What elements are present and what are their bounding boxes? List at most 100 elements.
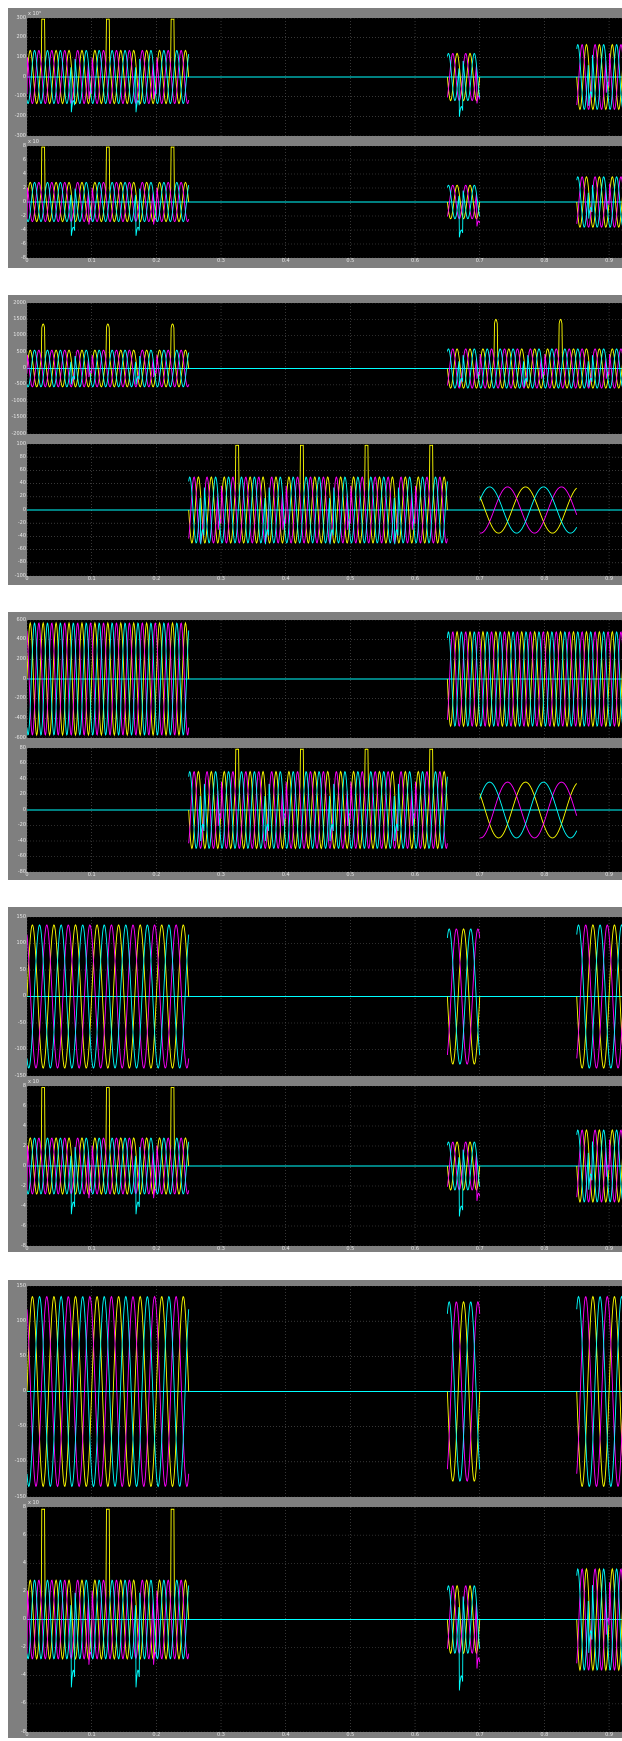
x-tick-label: 0 (25, 872, 29, 878)
series-phase-b-trace (576, 1295, 622, 1488)
y-tick-label: -4 (21, 1202, 26, 1209)
x-tick-label: 0.4 (281, 258, 290, 264)
y-tick-label: -2000 (11, 430, 26, 437)
x-tick-label: 0.3 (217, 1246, 225, 1252)
y-tick-label: -50 (17, 1423, 26, 1430)
series-phase-a-trace (576, 1295, 622, 1488)
series-phase-c-trace (27, 349, 190, 388)
scope-4-upper-svg (27, 917, 622, 1076)
series-phase-c-trace (446, 52, 481, 117)
y-tick-label: 200 (16, 655, 26, 662)
series-phase-c-trace (27, 1295, 190, 1488)
y-tick-label: 100 (16, 1317, 26, 1324)
y-tick-label: 20 (19, 493, 26, 500)
scope-3-lower-plot (27, 748, 622, 872)
y-tick-label: 60 (19, 466, 26, 473)
y-tick-label: 2 (22, 184, 26, 191)
axis-exponent-label: x 10 (28, 1500, 39, 1506)
x-tick-label: 0.1 (87, 872, 96, 878)
x-tick-label: 0.8 (540, 1246, 549, 1252)
y-tick-label: -1500 (11, 414, 26, 421)
scope-5-upper-plot (27, 1286, 622, 1497)
y-tick-label: 0 (22, 506, 26, 513)
series-phase-b-trace (188, 476, 448, 544)
y-tick-label: -100 (14, 572, 26, 579)
series-phase-b-trace (188, 770, 448, 850)
scope-window-2: 2000 1500 1000 500 0 -500 -1000 -1500 -2000 100 80… (8, 295, 622, 585)
y-tick-label: 6 (22, 1531, 26, 1538)
scope-1-upper-plot (27, 18, 622, 136)
y-tick-label: -8 (21, 1242, 26, 1249)
x-tick-label: 0.7 (475, 258, 484, 264)
series-phase-c-trace (446, 1585, 481, 1691)
series-phase-c-trace (27, 1137, 190, 1215)
series-phase-c-trace (27, 49, 190, 113)
y-tick-label: -600 (14, 734, 26, 741)
x-tick-label: 0.5 (346, 872, 355, 878)
y-tick-label: 0 (22, 1162, 26, 1169)
x-tick-label: 0.9 (605, 258, 614, 264)
x-tick-label: 0.9 (605, 1732, 614, 1738)
series-phase-c-trace (576, 1568, 622, 1671)
y-tick-label: -80 (17, 559, 26, 566)
series-phase-c-trace (188, 770, 448, 850)
y-tick-label: -4 (21, 1672, 26, 1679)
axis-exponent-label: x 10³ (28, 11, 41, 17)
scope-4-lower-plot (27, 1086, 622, 1246)
y-tick-label: 0 (22, 806, 26, 813)
scope-2-lower-svg (27, 444, 622, 576)
y-tick-label: 4 (22, 1559, 26, 1566)
y-tick-label: -150 (14, 1493, 26, 1500)
x-tick-label: 0.5 (346, 1732, 355, 1738)
y-tick-label: 0 (22, 993, 26, 999)
series-phase-a-trace (576, 1567, 622, 1672)
scope-window-3: 600 400 200 0 -200 -400 -600 80 60 40 20 0 -20 -40 -60… (8, 612, 622, 880)
scope-5-lower-svg (27, 1507, 622, 1732)
y-tick-label: -20 (17, 822, 26, 828)
x-tick-label: 0.8 (540, 1732, 549, 1738)
x-tick-label: 0 (25, 258, 29, 264)
x-tick-label: 0.6 (411, 872, 420, 878)
scope-3-lower-svg (27, 748, 622, 872)
x-tick-label: 0.1 (87, 1246, 96, 1252)
y-tick-label: -200 (14, 695, 26, 702)
y-tick-label: 150 (16, 1282, 26, 1289)
x-tick-label: 0.3 (217, 258, 225, 264)
x-tick-label: 0.7 (475, 576, 484, 582)
y-tick-label: -200 (14, 112, 26, 119)
y-tick-label: 1500 (13, 315, 26, 322)
series-phase-c-trace (27, 622, 190, 736)
y-tick-label: 0 (22, 675, 26, 682)
y-tick-label: -100 (14, 1046, 26, 1052)
series-phase-a-trace (188, 444, 448, 544)
y-tick-label: -40 (17, 532, 26, 539)
scope-3-upper-svg (27, 620, 622, 738)
x-tick-label: 0 (25, 576, 29, 582)
scope-2-upper-plot (27, 303, 622, 434)
y-tick-label: 0 (22, 198, 26, 205)
scope-window-5: 150 100 50 0 -50 -100 -150 8 6 4 2 0 -2 -4 -6 -8 x 10 0 0.… (8, 1280, 622, 1738)
series-phase-c-trace (446, 348, 622, 389)
y-tick-label: -60 (17, 546, 26, 553)
series-phase-c-trace (446, 928, 481, 1065)
series-phase-a-trace (576, 1129, 622, 1203)
x-tick-label: 0.9 (605, 1246, 614, 1252)
scope-4-lower-svg (27, 1086, 622, 1246)
y-tick-label: 40 (19, 775, 26, 782)
scope-window-4: 150 100 50 0 -50 -100 -150 8 6 4 2 0 -2 -4 -6 -8 x 10 0 0.… (8, 907, 622, 1252)
y-tick-label: 0 (22, 1616, 26, 1622)
x-tick-label: 0.9 (605, 872, 614, 878)
series-phase-c-trace (479, 781, 578, 839)
scope-2-lower-plot (27, 444, 622, 576)
y-tick-label: 50 (19, 966, 26, 973)
x-tick-label: 0.5 (346, 1246, 355, 1252)
x-tick-label: 0.4 (281, 1732, 290, 1738)
y-tick-label: -4 (21, 226, 26, 233)
scope-1-upper-svg (27, 18, 622, 136)
x-tick-label: 0.2 (152, 258, 161, 264)
y-tick-label: 4 (22, 170, 26, 177)
y-tick-label: 500 (16, 348, 26, 355)
y-tick-label: -20 (17, 519, 26, 526)
series-phase-a-trace (576, 43, 622, 111)
series-phase-c-trace (27, 181, 190, 236)
